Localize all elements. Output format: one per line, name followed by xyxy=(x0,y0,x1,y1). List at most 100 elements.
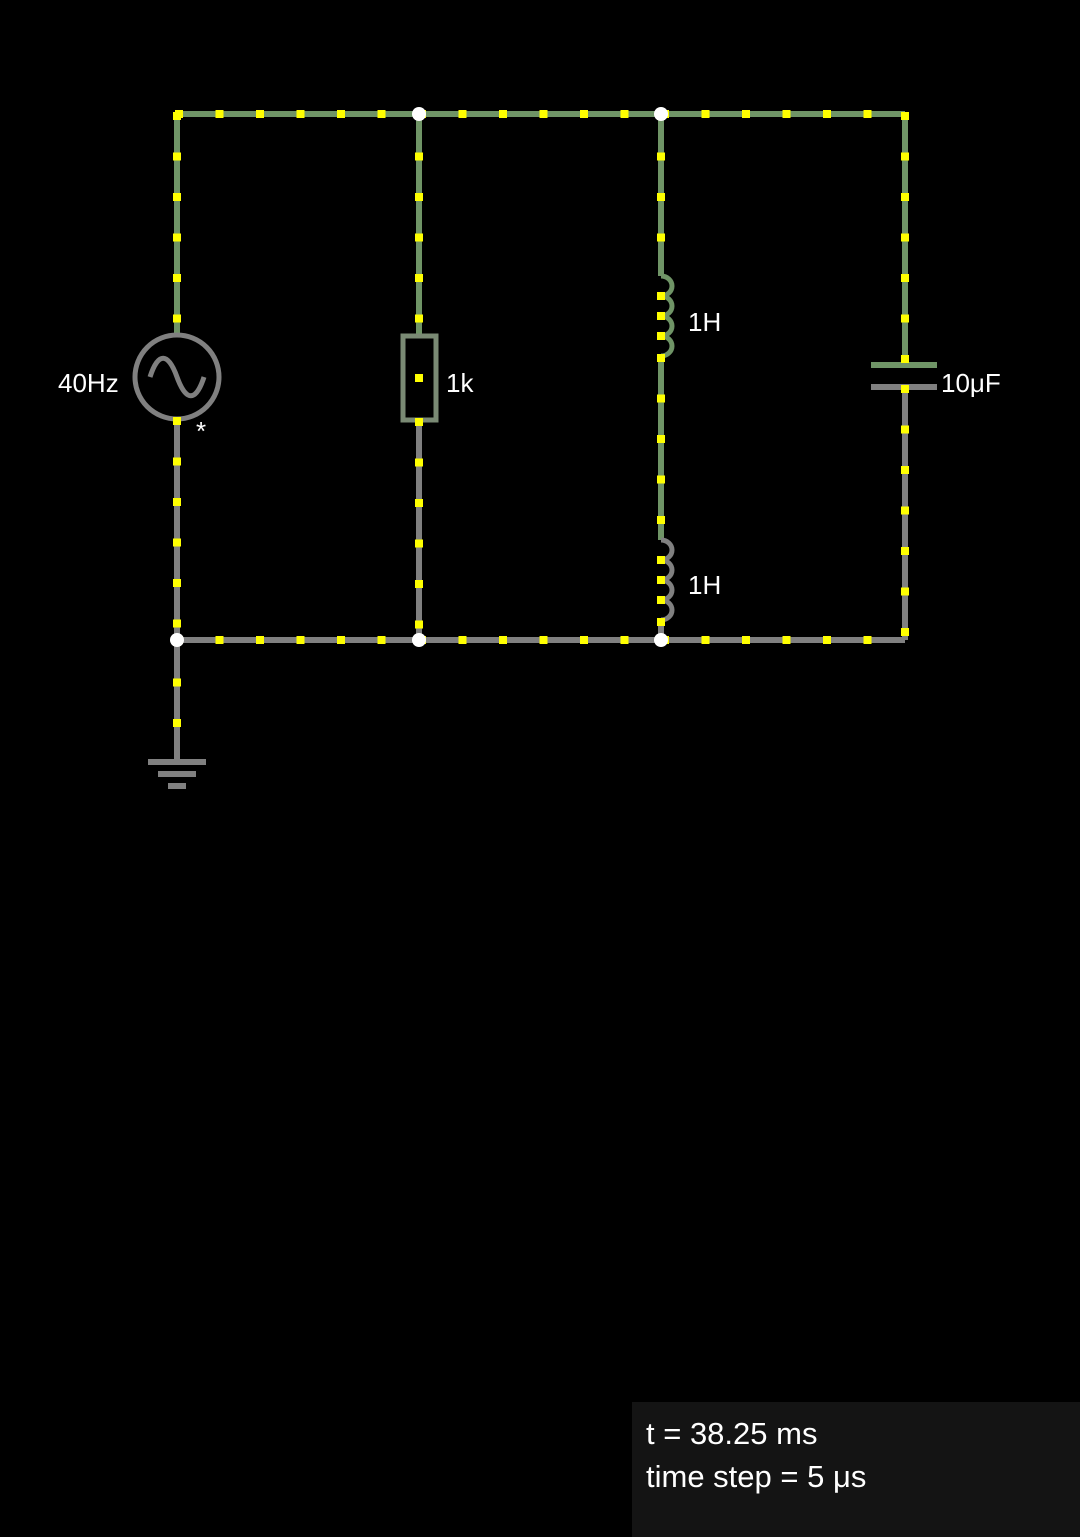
current-dot xyxy=(901,385,909,393)
current-dot xyxy=(657,576,665,584)
current-dot xyxy=(701,110,710,118)
ac-source[interactable] xyxy=(132,332,222,422)
current-dot xyxy=(173,719,181,727)
current-dot xyxy=(415,458,423,467)
ground-icon[interactable] xyxy=(148,759,206,789)
current-dot xyxy=(499,110,507,118)
current-dot xyxy=(173,314,181,323)
status-panel: t = 38.25 ms time step = 5 μs xyxy=(632,1402,1080,1537)
current-dot xyxy=(657,152,665,161)
current-dot xyxy=(173,112,181,120)
current-dot xyxy=(657,596,665,604)
current-dot xyxy=(901,628,909,636)
current-dot xyxy=(657,233,665,242)
current-dot xyxy=(742,110,750,118)
junction-node[interactable] xyxy=(654,107,668,121)
current-dot xyxy=(296,110,305,118)
current-dot xyxy=(337,636,345,644)
current-dot xyxy=(657,354,665,362)
current-dot xyxy=(415,374,423,382)
current-dot xyxy=(901,587,909,596)
wires xyxy=(174,111,908,762)
current-dot xyxy=(863,636,872,644)
current-dot xyxy=(173,619,181,628)
current-dot xyxy=(901,233,909,242)
inductor-bottom-label: 1H xyxy=(688,570,721,600)
current-dot xyxy=(657,394,665,403)
current-dot xyxy=(657,556,665,564)
current-dot xyxy=(458,636,467,644)
current-dot xyxy=(415,274,423,282)
current-dot xyxy=(901,314,909,323)
current-dot xyxy=(337,110,345,118)
current-dot xyxy=(296,636,305,644)
current-dot xyxy=(657,193,665,201)
current-dot xyxy=(173,233,181,242)
current-dot xyxy=(173,274,181,282)
current-dot xyxy=(657,332,665,340)
current-dot xyxy=(657,516,665,524)
current-dot xyxy=(657,618,665,626)
current-dot xyxy=(415,539,423,548)
current-dot xyxy=(377,110,386,118)
current-dot xyxy=(657,292,665,300)
current-dot xyxy=(901,193,909,201)
current-dot xyxy=(657,312,665,320)
current-dot xyxy=(256,636,264,644)
current-dot xyxy=(657,475,665,484)
current-dot xyxy=(901,425,909,434)
capacitor-label: 10μF xyxy=(941,368,1001,398)
inductor-top-label: 1H xyxy=(688,307,721,337)
current-dot xyxy=(901,355,909,363)
capacitor[interactable] xyxy=(871,362,937,390)
current-dot xyxy=(657,435,665,443)
current-dot xyxy=(499,636,507,644)
time-readout: t = 38.25 ms xyxy=(646,1416,818,1451)
current-dot xyxy=(539,110,548,118)
junction-node[interactable] xyxy=(654,633,668,647)
current-dot xyxy=(782,110,791,118)
nodes xyxy=(170,107,668,647)
resistor-label: 1k xyxy=(446,368,474,398)
current-dot xyxy=(701,636,710,644)
current-dot xyxy=(823,110,831,118)
current-dot xyxy=(415,314,423,323)
current-dot xyxy=(901,466,909,474)
source-marker: * xyxy=(196,416,206,446)
current-dot xyxy=(415,620,423,629)
current-dot xyxy=(901,547,909,555)
current-dot xyxy=(173,678,181,687)
current-dot xyxy=(580,110,588,118)
current-dot xyxy=(580,636,588,644)
current-dot xyxy=(415,233,423,242)
current-dot xyxy=(415,152,423,161)
current-dot xyxy=(173,152,181,161)
current-dot xyxy=(901,112,909,120)
current-dot xyxy=(173,457,181,466)
current-dot xyxy=(863,110,872,118)
source-label: 40Hz xyxy=(58,368,119,398)
current-dot xyxy=(620,636,629,644)
current-dot xyxy=(458,110,467,118)
current-dot xyxy=(823,636,831,644)
current-dot xyxy=(901,506,909,515)
current-dot xyxy=(415,193,423,201)
current-dot xyxy=(415,499,423,507)
current-dot xyxy=(539,636,548,644)
current-dots xyxy=(173,110,909,727)
current-dot xyxy=(377,636,386,644)
current-dot xyxy=(173,193,181,201)
current-dot xyxy=(620,110,629,118)
current-dot xyxy=(901,274,909,282)
sine-wave-icon xyxy=(147,355,207,399)
current-dot xyxy=(173,538,181,547)
junction-node[interactable] xyxy=(412,107,426,121)
junction-node[interactable] xyxy=(170,633,184,647)
current-dot xyxy=(742,636,750,644)
junction-node[interactable] xyxy=(412,633,426,647)
current-dot xyxy=(901,152,909,161)
current-dot xyxy=(173,579,181,587)
time-step-readout: time step = 5 μs xyxy=(646,1459,867,1494)
current-dot xyxy=(256,110,264,118)
